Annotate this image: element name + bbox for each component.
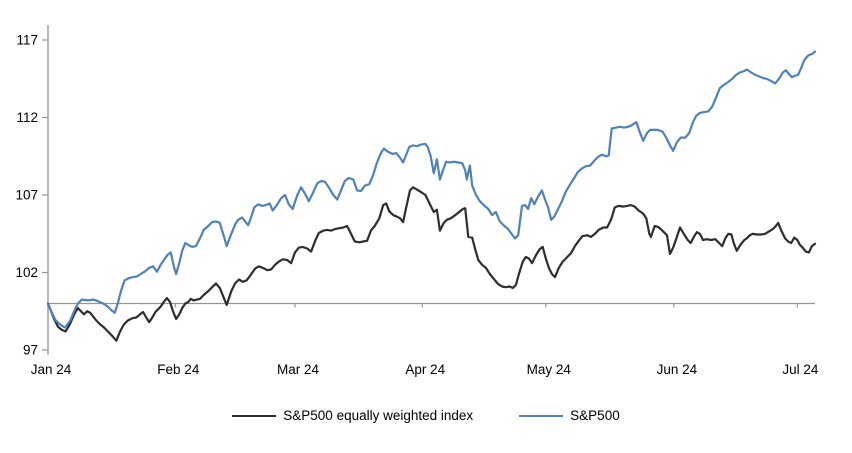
x-tick-label-6: Jul 24 [782, 362, 819, 377]
y-tick-label-102: 102 [15, 265, 38, 280]
legend-item-equal-weight: S&P500 equally weighted index [232, 408, 473, 423]
legend: S&P500 equally weighted index S&P500 [0, 408, 852, 423]
legend-item-sp500: S&P500 [519, 408, 620, 423]
series-line-sp500-equal-weight [46, 186, 817, 342]
x-tick-label-5: Jun 24 [657, 362, 698, 377]
x-tick-label-4: May 24 [527, 362, 572, 377]
legend-label-sp500: S&P500 [570, 408, 620, 423]
y-tick-label-97: 97 [23, 343, 38, 358]
x-tick-label-0: Jan 24 [31, 362, 72, 377]
legend-line-swatch-equal-weight [232, 414, 277, 417]
series-line-sp500 [46, 50, 817, 329]
x-tick-label-2: Mar 24 [277, 362, 320, 377]
x-tick-label-3: Apr 24 [405, 362, 445, 377]
legend-label-equal-weight: S&P500 equally weighted index [283, 408, 474, 423]
legend-line-swatch-sp500 [519, 414, 564, 417]
y-tick-label-112: 112 [16, 110, 38, 125]
x-tick-label-1: Feb 24 [157, 362, 200, 377]
y-tick-label-117: 117 [16, 33, 38, 48]
y-tick-label-107: 107 [15, 188, 38, 203]
